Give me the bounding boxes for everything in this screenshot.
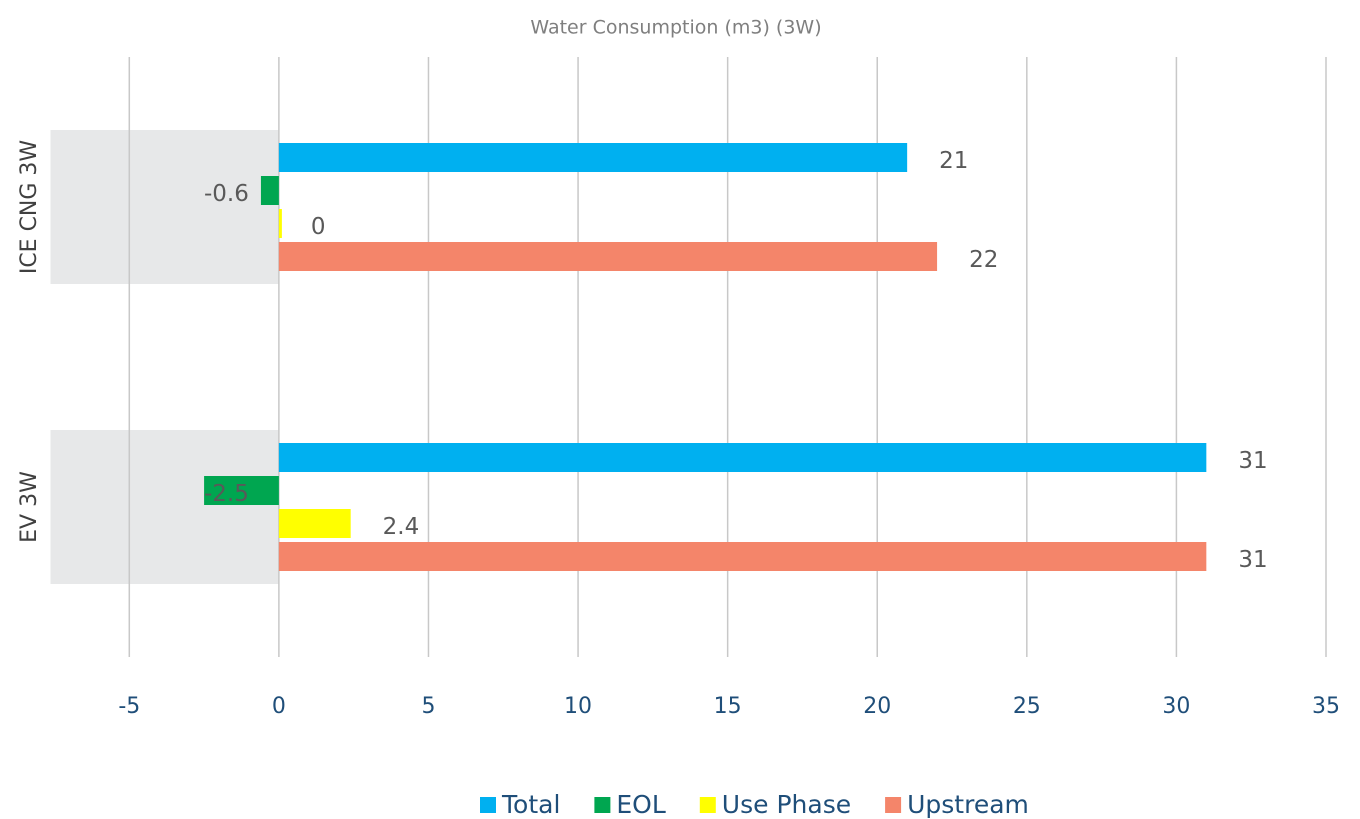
data-label: 21 — [939, 148, 968, 174]
legend-label: Upstream — [907, 790, 1029, 819]
bar — [278, 143, 908, 172]
chart-title: Water Consumption (m3) (3W) — [530, 17, 821, 39]
x-tick-label: 15 — [714, 694, 742, 719]
legend-swatch — [480, 797, 496, 813]
x-tick-label: 0 — [272, 694, 286, 719]
category-band — [50, 430, 279, 584]
data-label: 0 — [311, 214, 326, 240]
bar — [278, 509, 351, 538]
x-tick-label: 5 — [421, 694, 435, 719]
bar — [278, 209, 282, 238]
category-label: EV 3W — [17, 471, 42, 543]
data-label: -0.6 — [204, 181, 249, 207]
data-label: 22 — [969, 247, 998, 273]
data-label: 31 — [1238, 448, 1267, 474]
legend-swatch — [699, 797, 716, 813]
legend-label: Use Phase — [722, 790, 851, 819]
bar — [278, 443, 1207, 472]
data-label: -2.5 — [204, 481, 249, 507]
x-tick-label: 35 — [1312, 694, 1340, 719]
legend-label: Total — [501, 790, 560, 819]
legend-label: EOL — [616, 790, 665, 819]
x-tick-label: 30 — [1162, 694, 1190, 719]
x-tick-label: -5 — [118, 694, 140, 719]
legend-swatch — [594, 797, 611, 813]
x-tick-label: 20 — [863, 694, 891, 719]
bar — [278, 542, 1207, 571]
x-tick-label: 25 — [1013, 694, 1041, 719]
x-tick-label: 10 — [564, 694, 592, 719]
data-label: 2.4 — [383, 514, 420, 540]
bar — [260, 176, 279, 205]
legend-swatch — [885, 797, 902, 813]
bar — [278, 242, 938, 271]
category-band — [50, 130, 279, 284]
bar — [204, 476, 279, 505]
data-label: 31 — [1238, 547, 1267, 573]
category-label: ICE CNG 3W — [17, 140, 42, 275]
